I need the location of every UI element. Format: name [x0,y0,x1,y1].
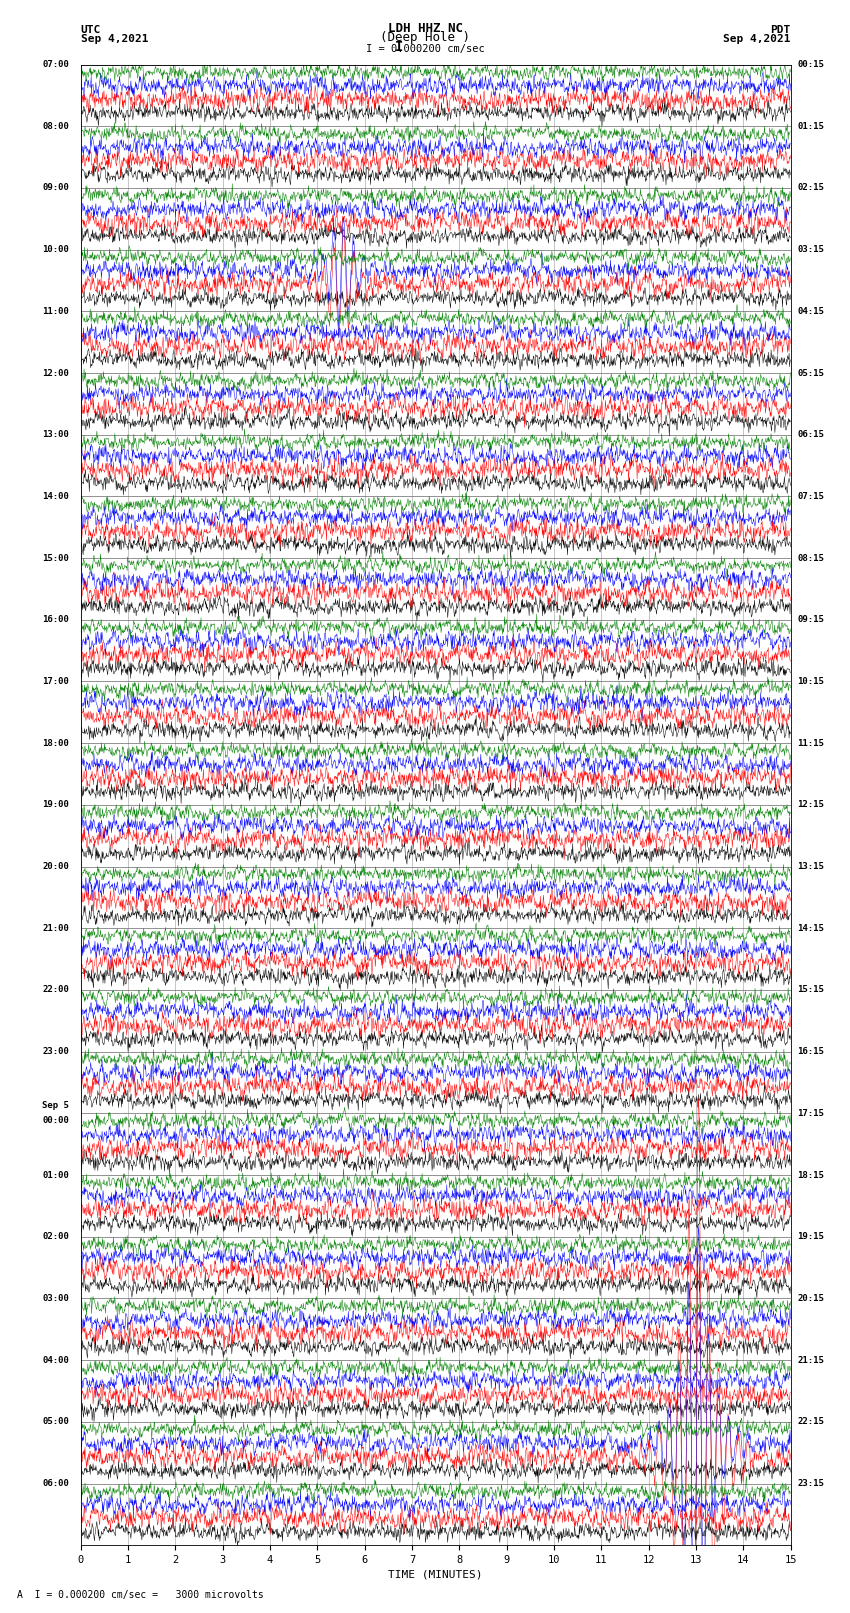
Text: 06:00: 06:00 [42,1479,69,1489]
Text: A  I = 0.000200 cm/sec =   3000 microvolts: A I = 0.000200 cm/sec = 3000 microvolts [17,1590,264,1600]
Text: Sep 4,2021: Sep 4,2021 [81,34,148,44]
Text: 06:15: 06:15 [797,431,824,439]
Text: I: I [395,40,404,53]
Text: 23:15: 23:15 [797,1479,824,1489]
Text: 08:00: 08:00 [42,121,69,131]
Text: 01:00: 01:00 [42,1171,69,1179]
Text: 05:00: 05:00 [42,1418,69,1426]
Text: 18:15: 18:15 [797,1171,824,1179]
Text: 17:00: 17:00 [42,677,69,686]
Text: 20:15: 20:15 [797,1294,824,1303]
Text: 13:00: 13:00 [42,431,69,439]
Text: 13:15: 13:15 [797,861,824,871]
Text: 07:00: 07:00 [42,60,69,69]
Text: 15:00: 15:00 [42,553,69,563]
Text: 09:15: 09:15 [797,615,824,624]
Text: 14:00: 14:00 [42,492,69,502]
Text: 20:00: 20:00 [42,861,69,871]
Text: 21:15: 21:15 [797,1355,824,1365]
Text: (Deep Hole ): (Deep Hole ) [380,31,470,44]
Text: 04:15: 04:15 [797,306,824,316]
Text: 00:00: 00:00 [42,1116,69,1126]
Text: 01:15: 01:15 [797,121,824,131]
Text: 02:00: 02:00 [42,1232,69,1242]
Text: 04:00: 04:00 [42,1355,69,1365]
Text: 19:15: 19:15 [797,1232,824,1242]
Text: 16:15: 16:15 [797,1047,824,1057]
Text: 18:00: 18:00 [42,739,69,748]
Text: 12:15: 12:15 [797,800,824,810]
X-axis label: TIME (MINUTES): TIME (MINUTES) [388,1569,483,1579]
Text: 12:00: 12:00 [42,368,69,377]
Text: I = 0.000200 cm/sec: I = 0.000200 cm/sec [366,44,484,53]
Text: 22:00: 22:00 [42,986,69,995]
Text: 14:15: 14:15 [797,924,824,932]
Text: 08:15: 08:15 [797,553,824,563]
Text: 22:15: 22:15 [797,1418,824,1426]
Text: 02:15: 02:15 [797,184,824,192]
Text: 05:15: 05:15 [797,368,824,377]
Text: 03:15: 03:15 [797,245,824,255]
Text: 19:00: 19:00 [42,800,69,810]
Text: 07:15: 07:15 [797,492,824,502]
Text: 11:00: 11:00 [42,306,69,316]
Text: LDH HHZ NC: LDH HHZ NC [388,21,462,35]
Text: 10:15: 10:15 [797,677,824,686]
Text: 23:00: 23:00 [42,1047,69,1057]
Text: 15:15: 15:15 [797,986,824,995]
Text: 17:15: 17:15 [797,1108,824,1118]
Text: 09:00: 09:00 [42,184,69,192]
Text: 11:15: 11:15 [797,739,824,748]
Text: PDT: PDT [770,24,790,35]
Text: 16:00: 16:00 [42,615,69,624]
Text: UTC: UTC [81,24,101,35]
Text: Sep 5: Sep 5 [42,1102,69,1110]
Text: 00:15: 00:15 [797,60,824,69]
Text: Sep 4,2021: Sep 4,2021 [723,34,791,44]
Text: 10:00: 10:00 [42,245,69,255]
Text: 03:00: 03:00 [42,1294,69,1303]
Text: 21:00: 21:00 [42,924,69,932]
